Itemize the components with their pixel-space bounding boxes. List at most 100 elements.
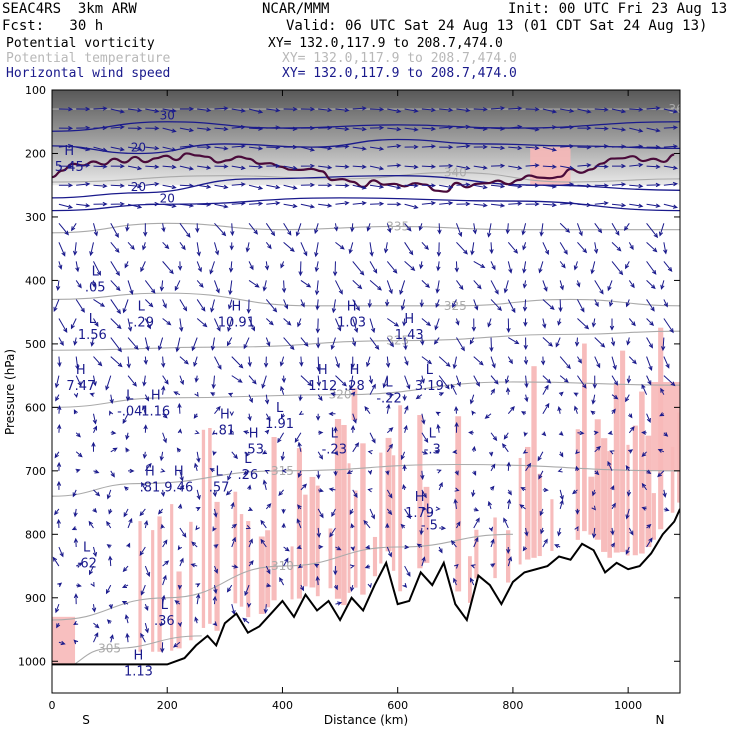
wind-vector-arrow — [386, 223, 392, 234]
wind-vector-arrow — [646, 413, 651, 424]
wind-vector-arrow — [522, 242, 527, 251]
wind-vector-arrow — [641, 451, 647, 458]
wind-vector-arrow — [506, 318, 511, 333]
wind-vector-arrow — [611, 223, 620, 236]
wind-vector-arrow — [195, 593, 201, 605]
wind-vector-arrow — [144, 623, 149, 634]
wind-vector-arrow — [295, 223, 302, 237]
wind-vector-arrow — [110, 124, 125, 130]
wind-vector-arrow — [489, 242, 494, 255]
wind-vector-arrow — [55, 280, 61, 291]
org-label: NCAR/MMM — [262, 1, 330, 17]
wind-vector-arrow — [110, 430, 117, 436]
wind-vector-arrow — [386, 546, 392, 558]
wind-vector-arrow — [225, 489, 233, 496]
pv-shade-blob — [379, 452, 383, 564]
wind-vector-arrow — [76, 583, 82, 588]
forecast-hour: Fcst: 30 h — [2, 18, 104, 34]
wind-vector-arrow — [559, 375, 569, 383]
wind-vector-arrow — [106, 520, 112, 529]
wind-vector-arrow — [297, 563, 303, 569]
wind-vector-arrow — [540, 527, 545, 535]
wind-vector-arrow — [439, 163, 454, 169]
wind-vector-arrow — [299, 584, 304, 592]
wind-vector-arrow — [628, 280, 635, 289]
wind-vector-arrow — [231, 451, 238, 460]
extremum-marker: H — [404, 312, 414, 327]
wind-vector-arrow — [367, 583, 372, 589]
wind-vector-arrow — [264, 394, 270, 405]
wind-vector-arrow — [314, 223, 319, 235]
pv-shade-blob — [582, 343, 587, 532]
pv-shade-blob — [138, 521, 142, 652]
wind-vector-arrow — [351, 337, 357, 347]
wind-vector-arrow — [106, 544, 112, 549]
extremum-value: 7.47 — [66, 379, 95, 394]
wind-vector-arrow — [179, 222, 191, 238]
wind-vector-arrow — [93, 469, 100, 474]
wind-vector-arrow — [658, 223, 665, 237]
wind-vector-arrow — [349, 508, 354, 515]
wind-vector-arrow — [522, 261, 527, 274]
wind-vector-arrow — [196, 318, 208, 328]
wind-vector-arrow — [663, 242, 668, 255]
wind-vector-arrow — [260, 538, 267, 548]
wind-vector-arrow — [58, 222, 69, 236]
wind-vector-arrow — [508, 201, 523, 206]
extremum-marker: L — [215, 465, 223, 480]
wind-vector-arrow — [628, 356, 637, 365]
wind-vector-arrow — [75, 356, 80, 371]
wind-vector-arrow — [383, 242, 389, 254]
wind-vector-arrow — [508, 165, 523, 170]
wind-vector-arrow — [143, 520, 149, 529]
wind-vector-arrow — [231, 165, 246, 170]
wind-vector-arrow — [542, 242, 549, 256]
wind-vector-arrow — [57, 423, 62, 433]
wind-vector-arrow — [162, 375, 169, 385]
wind-vector-arrow — [213, 584, 218, 595]
wind-vector-arrow — [488, 451, 494, 457]
pv-shade-blob — [391, 455, 396, 571]
extremum-value: .62 — [76, 557, 97, 572]
wind-vector-arrow — [593, 430, 599, 435]
wind-contour-label: 30 — [160, 109, 175, 123]
wind-vector-arrow — [144, 318, 151, 330]
wind-vector-arrow — [191, 541, 198, 548]
wind-vector-arrow — [503, 432, 509, 440]
wind-vector-arrow — [504, 375, 510, 385]
wind-vector-arrow — [300, 483, 307, 491]
wind-vector-arrow — [577, 125, 592, 131]
wind-vector-arrow — [300, 182, 316, 188]
wind-vector-arrow — [439, 184, 454, 190]
theta-contour-label: 340 — [444, 166, 467, 180]
wind-vector-arrow — [110, 146, 125, 152]
pv-shade-blob — [341, 425, 347, 606]
wind-vector-arrow — [109, 394, 114, 405]
theta-contour — [52, 463, 680, 497]
pv-shade-blob — [506, 530, 511, 583]
wind-vector-arrow — [404, 508, 412, 520]
wind-vector-arrow — [542, 375, 552, 384]
wind-vector-arrow — [243, 337, 250, 350]
wind-vector-arrow — [294, 432, 302, 443]
wind-vector-arrow — [473, 203, 488, 208]
pv-shade-blob — [170, 504, 174, 651]
extremum-value: .05 — [85, 281, 106, 296]
pv-shade-blob — [467, 556, 472, 603]
wind-vector-arrow — [141, 481, 146, 491]
wind-vector-arrow — [93, 223, 98, 237]
wind-vector-arrow — [522, 299, 528, 312]
wind-vector-arrow — [106, 489, 112, 500]
wind-vector-arrow — [385, 470, 390, 476]
wind-vector-arrow — [212, 450, 217, 456]
wind-vector-arrow — [506, 461, 511, 471]
wind-vector-arrow — [625, 299, 630, 308]
wind-vector-arrow — [454, 487, 460, 492]
wind-vector-arrow — [248, 108, 264, 114]
wind-vector-arrow — [229, 411, 234, 417]
wind-vector-arrow — [594, 222, 603, 234]
wind-vector-arrow — [453, 577, 458, 586]
wind-vector-arrow — [450, 383, 457, 395]
wind-vector-arrow — [560, 182, 575, 187]
wind-vector-arrow — [159, 280, 165, 292]
